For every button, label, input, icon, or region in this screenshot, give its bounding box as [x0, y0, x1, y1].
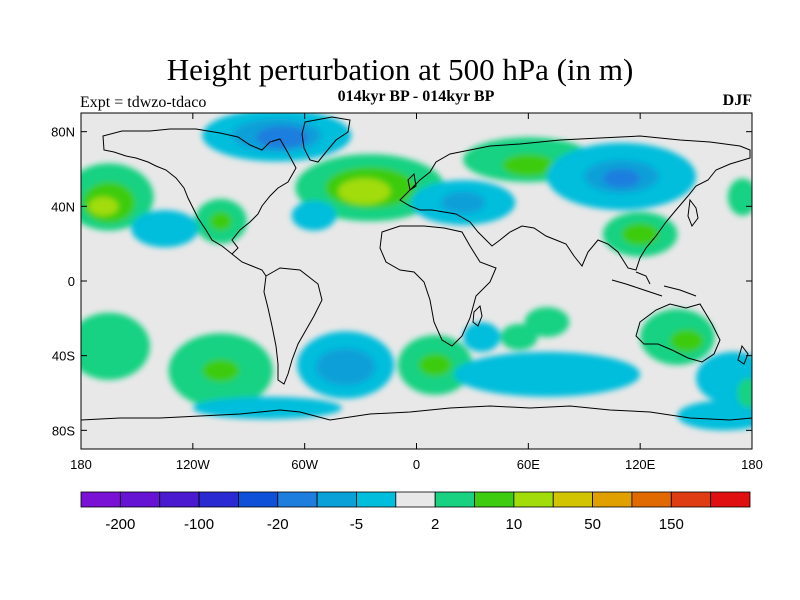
lon-tick-label: 0 [413, 457, 420, 472]
colorbar-swatch [238, 491, 279, 508]
colorbar: -200 -100 -20 -5 2 10 50 150 [80, 491, 751, 533]
coastlines [81, 116, 752, 421]
anomaly-europe-negative-core [440, 191, 486, 214]
map-subtitle: 014kyr BP - 014kyr BP [337, 88, 495, 105]
lon-tick-label: 180 [741, 457, 763, 472]
coast-antarctica [81, 405, 752, 421]
anomaly-siberia-positive-core [502, 154, 555, 177]
lon-tick-label: 180 [70, 457, 92, 472]
anomaly-south-atlantic-negative-core [315, 348, 376, 386]
coast-new-zealand [737, 344, 749, 365]
anomaly-south-pacific-positive-core [202, 359, 240, 382]
anomaly-north-pacific-positive-core2 [88, 197, 119, 216]
colorbar-swatch [710, 491, 751, 508]
lon-tick-label: 60E [517, 457, 540, 472]
colorbar-label: -20 [267, 516, 289, 533]
anomaly-china-positive-core [621, 223, 659, 246]
colorbar-swatch [474, 491, 515, 508]
anomaly-north-atlantic-positive-core2 [338, 178, 391, 205]
coast-south-america [263, 267, 323, 385]
colorbar-swatch [119, 491, 161, 508]
anomaly-arctic-canada-core2 [256, 126, 309, 149]
anomaly-south-west-pacific-negative [696, 351, 752, 405]
anomaly-indian-ocean-positive-2 [500, 323, 538, 351]
map-title: Height perturbation at 500 hPa (in m) [166, 52, 634, 87]
coast-australia [635, 303, 721, 363]
coast-british-isles [407, 172, 417, 191]
colorbar-label: 10 [506, 516, 523, 533]
colorbar-label: 2 [431, 516, 439, 533]
coast-eurasia [399, 135, 751, 271]
colorbar-label: 150 [659, 516, 684, 533]
colorbar-swatch [316, 491, 357, 508]
coast-north-america [102, 128, 297, 255]
lon-tick-label: 120W [176, 457, 211, 472]
colorbar-label: -200 [105, 516, 135, 533]
colorbar-swatch [670, 491, 712, 508]
colorbar-swatch [631, 491, 672, 508]
colorbar-label: -5 [350, 516, 363, 533]
colorbar-swatch [159, 491, 200, 508]
lat-tick-label: 40N [51, 199, 75, 214]
anomaly-indian-ocean-negative [453, 351, 641, 397]
anomaly-south-atlantic-positive-core [418, 353, 452, 377]
anomaly-north-american-negative [131, 210, 199, 248]
colorbar-label: 50 [584, 516, 601, 533]
season-label: DJF [722, 92, 752, 109]
anomaly-australia-positive-core [669, 329, 704, 352]
colorbar-swatch [277, 491, 318, 508]
anomaly-indian-ocean-positive [524, 307, 570, 338]
anomaly-east-asia-negative-core2 [602, 169, 641, 188]
colorbar-swatch [395, 491, 436, 508]
coast-madagascar [472, 304, 483, 327]
colorbar-swatch [356, 491, 397, 508]
coast-africa [379, 225, 497, 347]
anomaly-mozambique-negative [463, 322, 501, 352]
anomaly-field [81, 113, 752, 431]
colorbar-swatch [552, 491, 593, 508]
lon-tick-label: 120E [625, 457, 656, 472]
map-area [81, 113, 752, 449]
coast-greenland [301, 116, 351, 163]
coast-indonesia [611, 271, 697, 297]
lat-tick-label: 80N [51, 125, 75, 140]
colorbar-swatch [513, 491, 554, 508]
anomaly-north-pacific-east-positive [727, 178, 752, 216]
colorbar-swatch [198, 491, 239, 508]
experiment-label: Expt = tdwzo-tdaco [80, 94, 207, 111]
anomaly-southern-ocean-negative [192, 396, 342, 420]
lon-tick-label: 60W [291, 457, 318, 472]
anomaly-south-pacific-far-west-negative [677, 400, 752, 431]
coast-central-america [231, 253, 267, 277]
anomaly-south-pacific-positive-west [81, 312, 150, 380]
colorbar-swatch [592, 491, 633, 508]
anomaly-western-atlantic-negative [291, 200, 337, 231]
colorbar-swatch [434, 491, 475, 508]
map-axes: 80N 40N 0 40S 80S 180 120W 60W 0 60E 120E 180 [51, 113, 763, 472]
lat-tick-label: 0 [68, 274, 75, 289]
coast-japan [687, 198, 699, 228]
lat-tick-label: 40S [52, 349, 75, 364]
lat-tick-label: 80S [52, 423, 75, 438]
colorbar-swatch [80, 491, 121, 508]
anomaly-south-pacific-far-west-positive [737, 378, 752, 408]
anomaly-eastern-pacific-positive-core [209, 211, 232, 231]
colorbar-label: -100 [184, 516, 214, 533]
